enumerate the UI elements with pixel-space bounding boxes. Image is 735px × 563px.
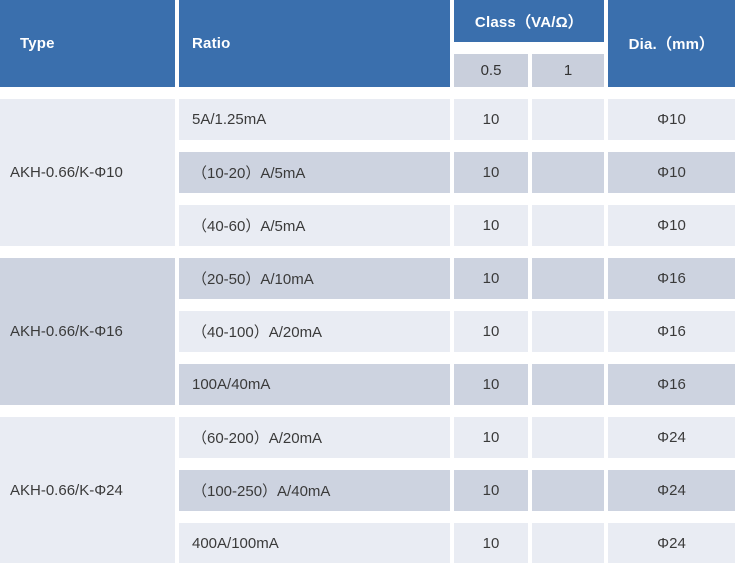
class05-cell: 10 (454, 364, 528, 405)
class05-cell: 10 (454, 99, 528, 140)
type-cell: AKH-0.66/K-Φ16 (0, 258, 175, 405)
col-subheader-class-1: 1 (532, 54, 604, 87)
class05-cell: 10 (454, 152, 528, 193)
class1-cell (532, 152, 604, 193)
dia-cell: Φ16 (608, 311, 735, 352)
col-header-class: Class（VA/Ω） (454, 0, 604, 42)
ratio-cell: （10-20）A/5mA (179, 152, 450, 193)
ratio-cell: 5A/1.25mA (179, 99, 450, 140)
ratio-cell: （60-200）A/20mA (179, 417, 450, 458)
ratio-cell: （100-250）A/40mA (179, 470, 450, 511)
ratio-cell: 400A/100mA (179, 523, 450, 563)
class05-cell: 10 (454, 523, 528, 563)
dia-cell: Φ10 (608, 152, 735, 193)
class1-cell (532, 258, 604, 299)
dia-cell: Φ16 (608, 258, 735, 299)
class1-cell (532, 99, 604, 140)
dia-cell: Φ10 (608, 205, 735, 246)
dia-cell: Φ24 (608, 417, 735, 458)
class05-cell: 10 (454, 417, 528, 458)
dia-cell: Φ10 (608, 99, 735, 140)
ratio-cell: （40-100）A/20mA (179, 311, 450, 352)
class05-cell: 10 (454, 258, 528, 299)
class05-cell: 10 (454, 311, 528, 352)
ratio-cell: （20-50）A/10mA (179, 258, 450, 299)
class1-cell (532, 470, 604, 511)
class05-cell: 10 (454, 205, 528, 246)
class1-cell (532, 364, 604, 405)
ratio-cell: （40-60）A/5mA (179, 205, 450, 246)
type-cell: AKH-0.66/K-Φ24 (0, 417, 175, 563)
col-header-type: Type (0, 0, 175, 87)
type-cell: AKH-0.66/K-Φ10 (0, 99, 175, 246)
dia-cell: Φ16 (608, 364, 735, 405)
ratio-cell: 100A/40mA (179, 364, 450, 405)
class1-cell (532, 523, 604, 563)
dia-cell: Φ24 (608, 523, 735, 563)
class05-cell: 10 (454, 470, 528, 511)
col-header-dia: Dia.（mm） (608, 0, 735, 87)
col-subheader-class-0-5: 0.5 (454, 54, 528, 87)
class1-cell (532, 205, 604, 246)
class1-cell (532, 311, 604, 352)
dia-cell: Φ24 (608, 470, 735, 511)
class1-cell (532, 417, 604, 458)
col-header-ratio: Ratio (179, 0, 450, 87)
